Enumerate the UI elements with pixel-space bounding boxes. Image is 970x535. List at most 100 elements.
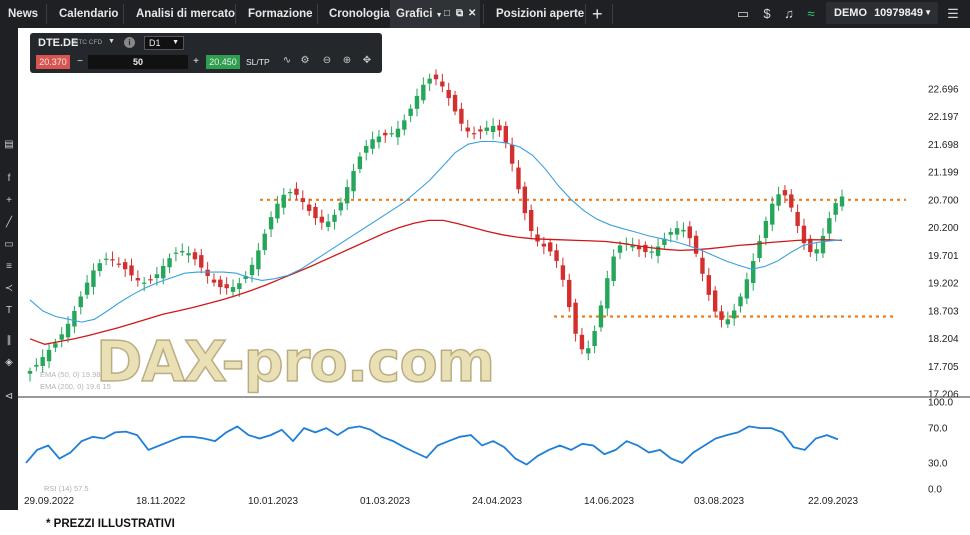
fibonacci-icon[interactable]: ≡ — [6, 261, 12, 272]
candle-body — [700, 257, 705, 274]
rectangle-icon[interactable]: ▭ — [4, 239, 14, 250]
chevron-down-icon[interactable]: ▼ — [108, 38, 115, 45]
compare-icon[interactable]: ∥ — [6, 335, 12, 346]
candle-body — [313, 206, 318, 219]
layers-icon[interactable]: ◈ — [5, 357, 13, 368]
candle-body — [579, 334, 585, 350]
symbol-label[interactable]: DTE.DE — [38, 37, 79, 49]
candle-body — [446, 89, 451, 99]
nav-divider — [317, 4, 318, 24]
candle-body — [712, 290, 718, 312]
candle-body — [833, 203, 838, 215]
price-tick-label: 21.199 — [928, 168, 959, 179]
candle-body — [46, 349, 52, 362]
trendline-icon[interactable]: ╱ — [5, 217, 13, 228]
price-tick-label: 20.700 — [928, 195, 959, 206]
candle-body — [731, 310, 737, 319]
buy-button[interactable]: 20.450 — [206, 55, 240, 69]
candle-body — [148, 279, 153, 281]
candle-body — [598, 305, 604, 328]
rsi-tick-label: 30.0 — [928, 458, 948, 469]
date-tick-label: 29.09.2022 — [24, 496, 74, 507]
nav-formazione[interactable]: Formazione — [248, 8, 313, 20]
candle-body — [801, 225, 807, 244]
candle-body — [560, 265, 566, 280]
candle-body — [154, 274, 160, 279]
sltp-button[interactable]: SL/TP — [246, 57, 270, 67]
date-tick-label: 24.04.2023 — [472, 496, 522, 507]
tab-grafici[interactable]: Grafici ▼ □ ⧉ ✕ — [390, 0, 480, 28]
nav-calendario[interactable]: Calendario — [59, 8, 119, 20]
candle-body — [338, 202, 344, 211]
chart-type-icon[interactable]: ▤ — [4, 139, 14, 150]
candle-body — [65, 323, 71, 338]
candle-body — [808, 238, 813, 253]
ema-slow-legend: EMA (200, 0) 19.6 15 — [40, 382, 111, 391]
candle-body — [344, 187, 350, 204]
indicator-icon[interactable]: f — [7, 173, 11, 184]
popout-icon[interactable]: ⧉ — [456, 8, 464, 19]
candle-body — [662, 238, 667, 245]
detach-icon[interactable]: □ — [444, 8, 451, 19]
pitchfork-icon[interactable]: ≺ — [4, 283, 14, 294]
nav-news[interactable]: News — [8, 8, 39, 20]
zoom-out-icon[interactable]: ⊖ — [322, 55, 332, 66]
candle-body — [224, 284, 229, 289]
candle-body — [306, 204, 312, 211]
sell-button[interactable]: 20.370 — [36, 55, 70, 69]
nav-divider — [585, 4, 586, 24]
candle-body — [376, 136, 382, 143]
settings-icon[interactable]: ⚙ — [300, 55, 310, 66]
menu-icon[interactable]: ☰ — [947, 6, 959, 21]
candle-body — [53, 343, 58, 348]
crosshair-icon[interactable]: + — [6, 195, 12, 206]
candle-body — [300, 198, 305, 203]
candle-body — [738, 296, 743, 307]
bell-icon[interactable]: ♫ — [784, 6, 794, 21]
nav-posizioni-aperte[interactable]: Posizioni aperte — [496, 8, 585, 20]
account-selector[interactable]: DEMO 10979849 ▼ — [826, 2, 938, 24]
timeframe-select[interactable]: D1 ▼ — [144, 36, 184, 50]
candle-body — [465, 127, 470, 132]
indicators-icon[interactable]: ∿ — [282, 55, 292, 66]
candle-body — [636, 246, 642, 250]
candle-body — [668, 232, 673, 235]
candle-body — [325, 221, 331, 227]
candle-body — [230, 287, 236, 292]
price-tick-label: 18.703 — [928, 306, 959, 317]
zoom-in-icon[interactable]: ⊕ — [342, 55, 352, 66]
candle-body — [262, 233, 267, 251]
top-nav-bar: News Calendario Analisi di mercato Forma… — [0, 0, 970, 28]
add-tab-button[interactable]: + — [592, 4, 603, 24]
close-icon[interactable]: ✕ — [468, 8, 477, 19]
account-number: 10979849 — [874, 7, 924, 19]
watermark-logo: DAX-pro.com — [95, 329, 496, 396]
price-tick-label: 22.197 — [928, 112, 959, 123]
candle-body — [91, 270, 96, 287]
price-chart[interactable]: 22.696 22.197 21.698 21.199 20.700 20.200 19.7… — [18, 28, 970, 510]
text-tool-icon[interactable]: T — [5, 305, 13, 316]
candle-body — [294, 188, 299, 195]
candle-body — [389, 133, 394, 135]
drawing-tools-rail: ▤ f + ╱ ▭ ≡ ≺ T ∥ ◈ ⊲ — [0, 28, 18, 510]
instrument-toolbar: DTE.DE STC CFD ▼ i D1 ▼ 20.370 − 50 + 20… — [30, 33, 382, 73]
candle-body — [199, 255, 204, 268]
move-icon[interactable]: ✥ — [362, 55, 372, 66]
candle-body — [180, 250, 185, 253]
info-icon[interactable]: i — [124, 37, 135, 48]
panel-toggle-icon[interactable]: ▭ — [736, 6, 750, 21]
nav-analisi-di-mercato[interactable]: Analisi di mercato — [136, 8, 236, 20]
date-tick-label: 18.11.2022 — [136, 496, 186, 507]
quantity-decrease-button[interactable]: − — [77, 56, 83, 67]
nav-cronologia[interactable]: Cronologia — [329, 8, 390, 20]
dollar-settings-icon[interactable]: $ — [763, 6, 771, 21]
quantity-input[interactable]: 50 — [88, 55, 188, 69]
candle-body — [116, 263, 122, 265]
date-tick-label: 03.08.2023 — [694, 496, 744, 507]
share-icon[interactable]: ⊲ — [4, 391, 14, 402]
quantity-increase-button[interactable]: + — [193, 56, 199, 67]
candle-body — [706, 275, 712, 295]
candle-body — [192, 252, 198, 260]
candle-body — [503, 126, 508, 144]
candle-body — [287, 192, 293, 194]
